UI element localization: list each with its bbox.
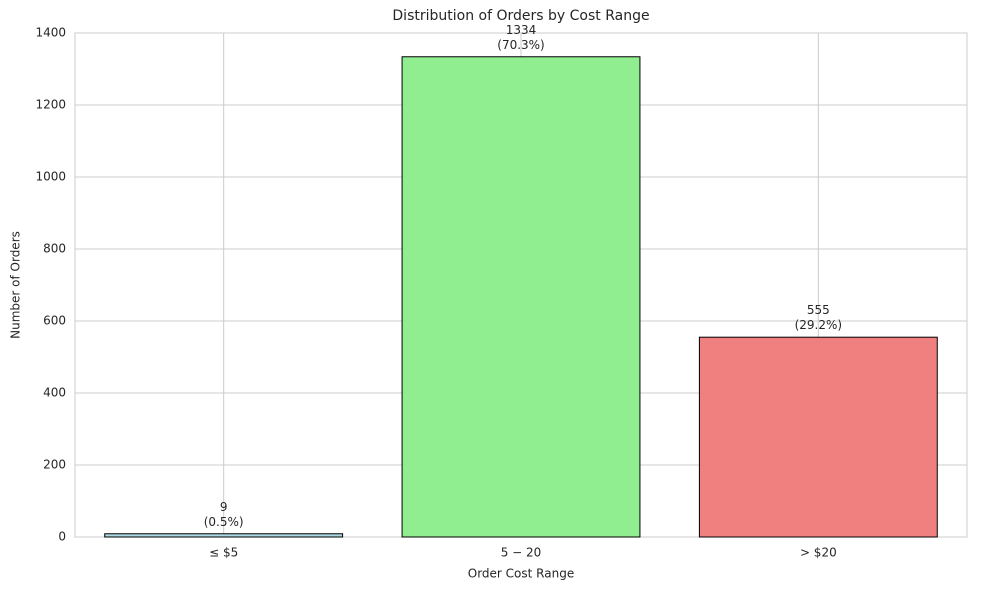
- y-tick-label: 800: [43, 242, 66, 256]
- x-tick-label: > $20: [800, 546, 837, 560]
- y-tick-label: 400: [43, 386, 66, 400]
- y-tick-label: 600: [43, 314, 66, 328]
- y-tick-label: 1200: [35, 98, 66, 112]
- bar: [401, 56, 641, 538]
- y-tick-label: 0: [58, 530, 66, 544]
- x-tick-label: ≤ $5: [209, 546, 238, 560]
- y-axis-label: Number of Orders: [9, 231, 23, 339]
- value-label: 9 (0.5%): [203, 499, 244, 529]
- x-axis-label: Order Cost Range: [468, 567, 574, 581]
- y-tick-label: 200: [43, 458, 66, 472]
- bar: [104, 533, 344, 538]
- value-label: 1334 (70.3%): [497, 22, 545, 52]
- y-tick-label: 1400: [35, 26, 66, 40]
- y-tick-label: 1000: [35, 170, 66, 184]
- chart-title: Distribution of Orders by Cost Range: [392, 8, 649, 24]
- x-tick-label: 5 − 20: [501, 546, 542, 560]
- value-label: 555 (29.2%): [794, 303, 843, 333]
- bar: [698, 336, 938, 538]
